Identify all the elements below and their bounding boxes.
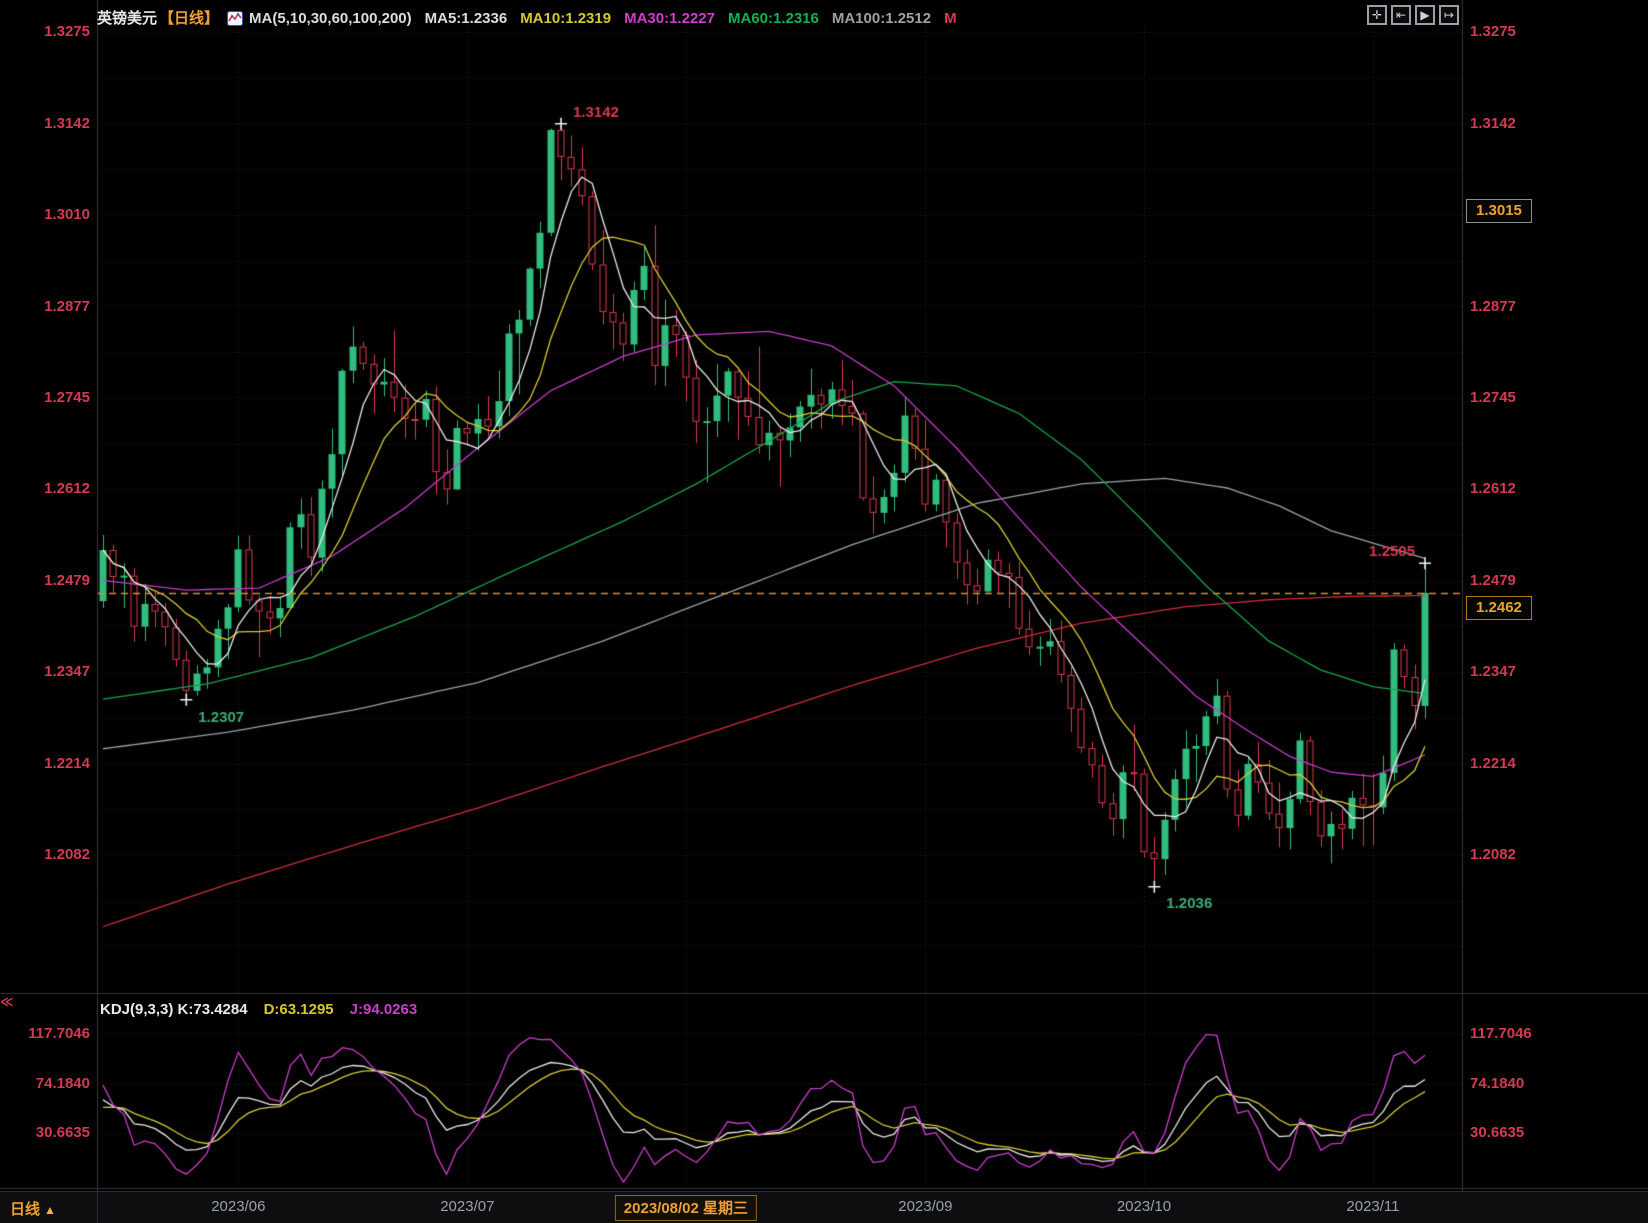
x-tick-label: 2023/06	[211, 1198, 266, 1215]
ma-legend: MA(5,10,30,60,100,200) MA5:1.2336 MA10:1.2…	[249, 10, 970, 27]
panel-collapse-icon[interactable]: ≪	[0, 994, 14, 1009]
x-tick-label: 2023/09	[898, 1198, 953, 1215]
price-tick-label-right: 1.2745	[1470, 388, 1516, 406]
kdj-legend-item: KDJ(9,3,3) K:73.4284	[100, 1001, 248, 1018]
x-tick-label: 2023/07	[440, 1198, 495, 1215]
period-label: 日线	[10, 1201, 41, 1218]
x-tick-label: 2023/10	[1116, 1198, 1172, 1215]
axis-separator	[97, 1192, 98, 1223]
price-tick-label-right: 1.2082	[1470, 846, 1516, 863]
price-tick-label-right: 1.3142	[1470, 114, 1516, 132]
ma-legend-item: MA60:1.2316	[727, 10, 819, 27]
chart-header: 英镑美元 【日线】 MA(5,10,30,60,100,200) MA5:1.2336…	[97, 7, 970, 30]
period-tag: 【日线】	[159, 10, 220, 27]
kdj-tick-label-right: 117.7046	[1470, 1025, 1532, 1042]
ma-legend-item: MA100:1.2512	[831, 10, 932, 27]
x-tick-label: 2023/11	[1346, 1198, 1400, 1215]
price-badge-1.3015: 1.3015	[1466, 199, 1532, 224]
price-tick-label-left: 1.3010	[44, 205, 90, 223]
price-tick-label-right: 1.2612	[1470, 480, 1516, 498]
ma-legend-item: MA(5,10,30,60,100,200)	[249, 10, 412, 27]
price-tick-label-right: 1.2877	[1470, 297, 1516, 315]
chart-toolbar: ✛ ⇤ ▶ ↦	[1367, 5, 1459, 25]
kdj-tick-label-left: 117.7046	[28, 1025, 90, 1042]
price-badge-1.2462: 1.2462	[1466, 595, 1532, 620]
symbol-title: 英镑美元	[97, 10, 158, 27]
price-tick-label-left: 1.2612	[44, 480, 90, 498]
kdj-tick-label-right: 74.1840	[1470, 1074, 1525, 1092]
price-tick-label-right: 1.2479	[1470, 572, 1516, 590]
price-tick-label-left: 1.3275	[44, 23, 90, 40]
kdj-tick-label-left: 74.1840	[35, 1074, 90, 1092]
kdj-legend-item: J:94.0263	[349, 1001, 418, 1018]
move-tool-icon[interactable]: ✛	[1367, 5, 1387, 25]
price-tick-label-left: 1.2082	[44, 846, 90, 863]
price-tick-label-right: 1.3275	[1470, 23, 1516, 40]
price-tick-label-right: 1.2347	[1470, 663, 1516, 681]
ma-legend-item: M	[944, 10, 957, 27]
price-tick-label-left: 1.3142	[44, 114, 90, 132]
compress-x-icon[interactable]: ⇤	[1391, 5, 1411, 25]
selected-date-label: 2023/08/02 星期三	[614, 1195, 758, 1221]
ma-legend-item: MA5:1.2336	[424, 10, 508, 27]
price-tick-label-left: 1.2877	[44, 297, 90, 315]
price-tick-label-left: 1.2214	[44, 754, 90, 772]
kdj-tick-label-right: 30.6635	[1470, 1124, 1525, 1141]
kdj-legend: KDJ(9,3,3) K:73.4284 D:63.1295 J:94.0263	[100, 1001, 433, 1018]
price-tick-label-left: 1.2745	[44, 388, 90, 406]
shift-right-icon[interactable]: ↦	[1439, 5, 1459, 25]
price-tick-label-right: 1.2214	[1470, 754, 1516, 772]
kdj-legend-item: D:63.1295	[263, 1001, 334, 1018]
kdj-tick-label-left: 30.6635	[35, 1124, 90, 1141]
ma-legend-item: MA30:1.2227	[624, 10, 715, 27]
period-selector-button[interactable]: 日线 ▲	[10, 1198, 56, 1219]
time-axis-bar: 日线 ▲ 2023/06 2023/07 2023/08/02 星期三 2023/09 2…	[0, 1191, 1648, 1223]
price-tick-label-left: 1.2347	[44, 663, 90, 681]
play-axis-icon[interactable]: ▶	[1415, 5, 1435, 25]
triangle-up-icon: ▲	[44, 1203, 56, 1217]
ma-legend-item: MA10:1.2319	[520, 10, 612, 27]
price-tick-label-left: 1.2479	[44, 572, 90, 590]
line-chart-icon[interactable]	[227, 11, 244, 30]
